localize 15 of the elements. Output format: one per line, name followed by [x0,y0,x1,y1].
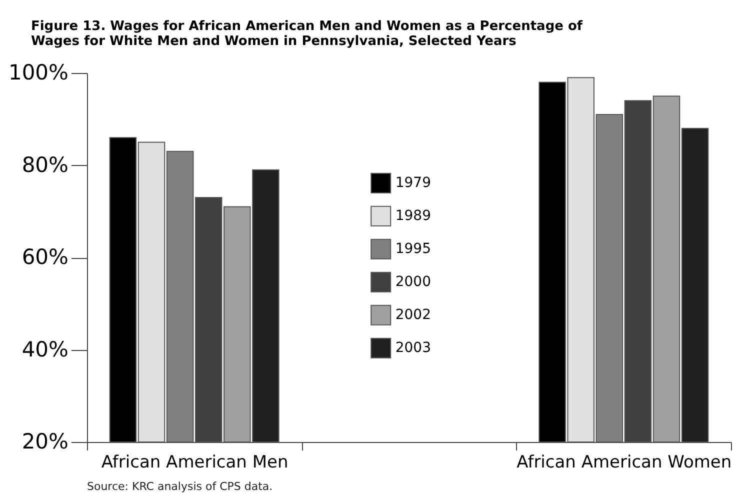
y-tick-label: 80% [22,152,68,177]
legend-label: 2002 [395,307,431,324]
legend-label: 1989 [395,208,431,224]
legend-label: 1995 [395,241,431,258]
legend-label: 2000 [395,274,431,290]
y-tick-label: 20% [22,430,68,454]
x-tick-label: African American Women [516,452,732,472]
source-note: Source: KRC analysis of CPS data. [87,480,273,493]
y-tick-label: 60% [22,245,68,269]
y-tick-label: 40% [22,337,68,362]
legend-label: 2003 [395,340,431,356]
legend-label: 1979 [395,175,431,192]
y-tick-label: 100% [8,60,68,84]
x-tick-label: African American Men [101,452,288,472]
chart-title: Figure 13. Wages for African American Men and Women as a Percentage of Wages for White Men and Women in Pennsylvania, Selected Years [30,19,583,49]
